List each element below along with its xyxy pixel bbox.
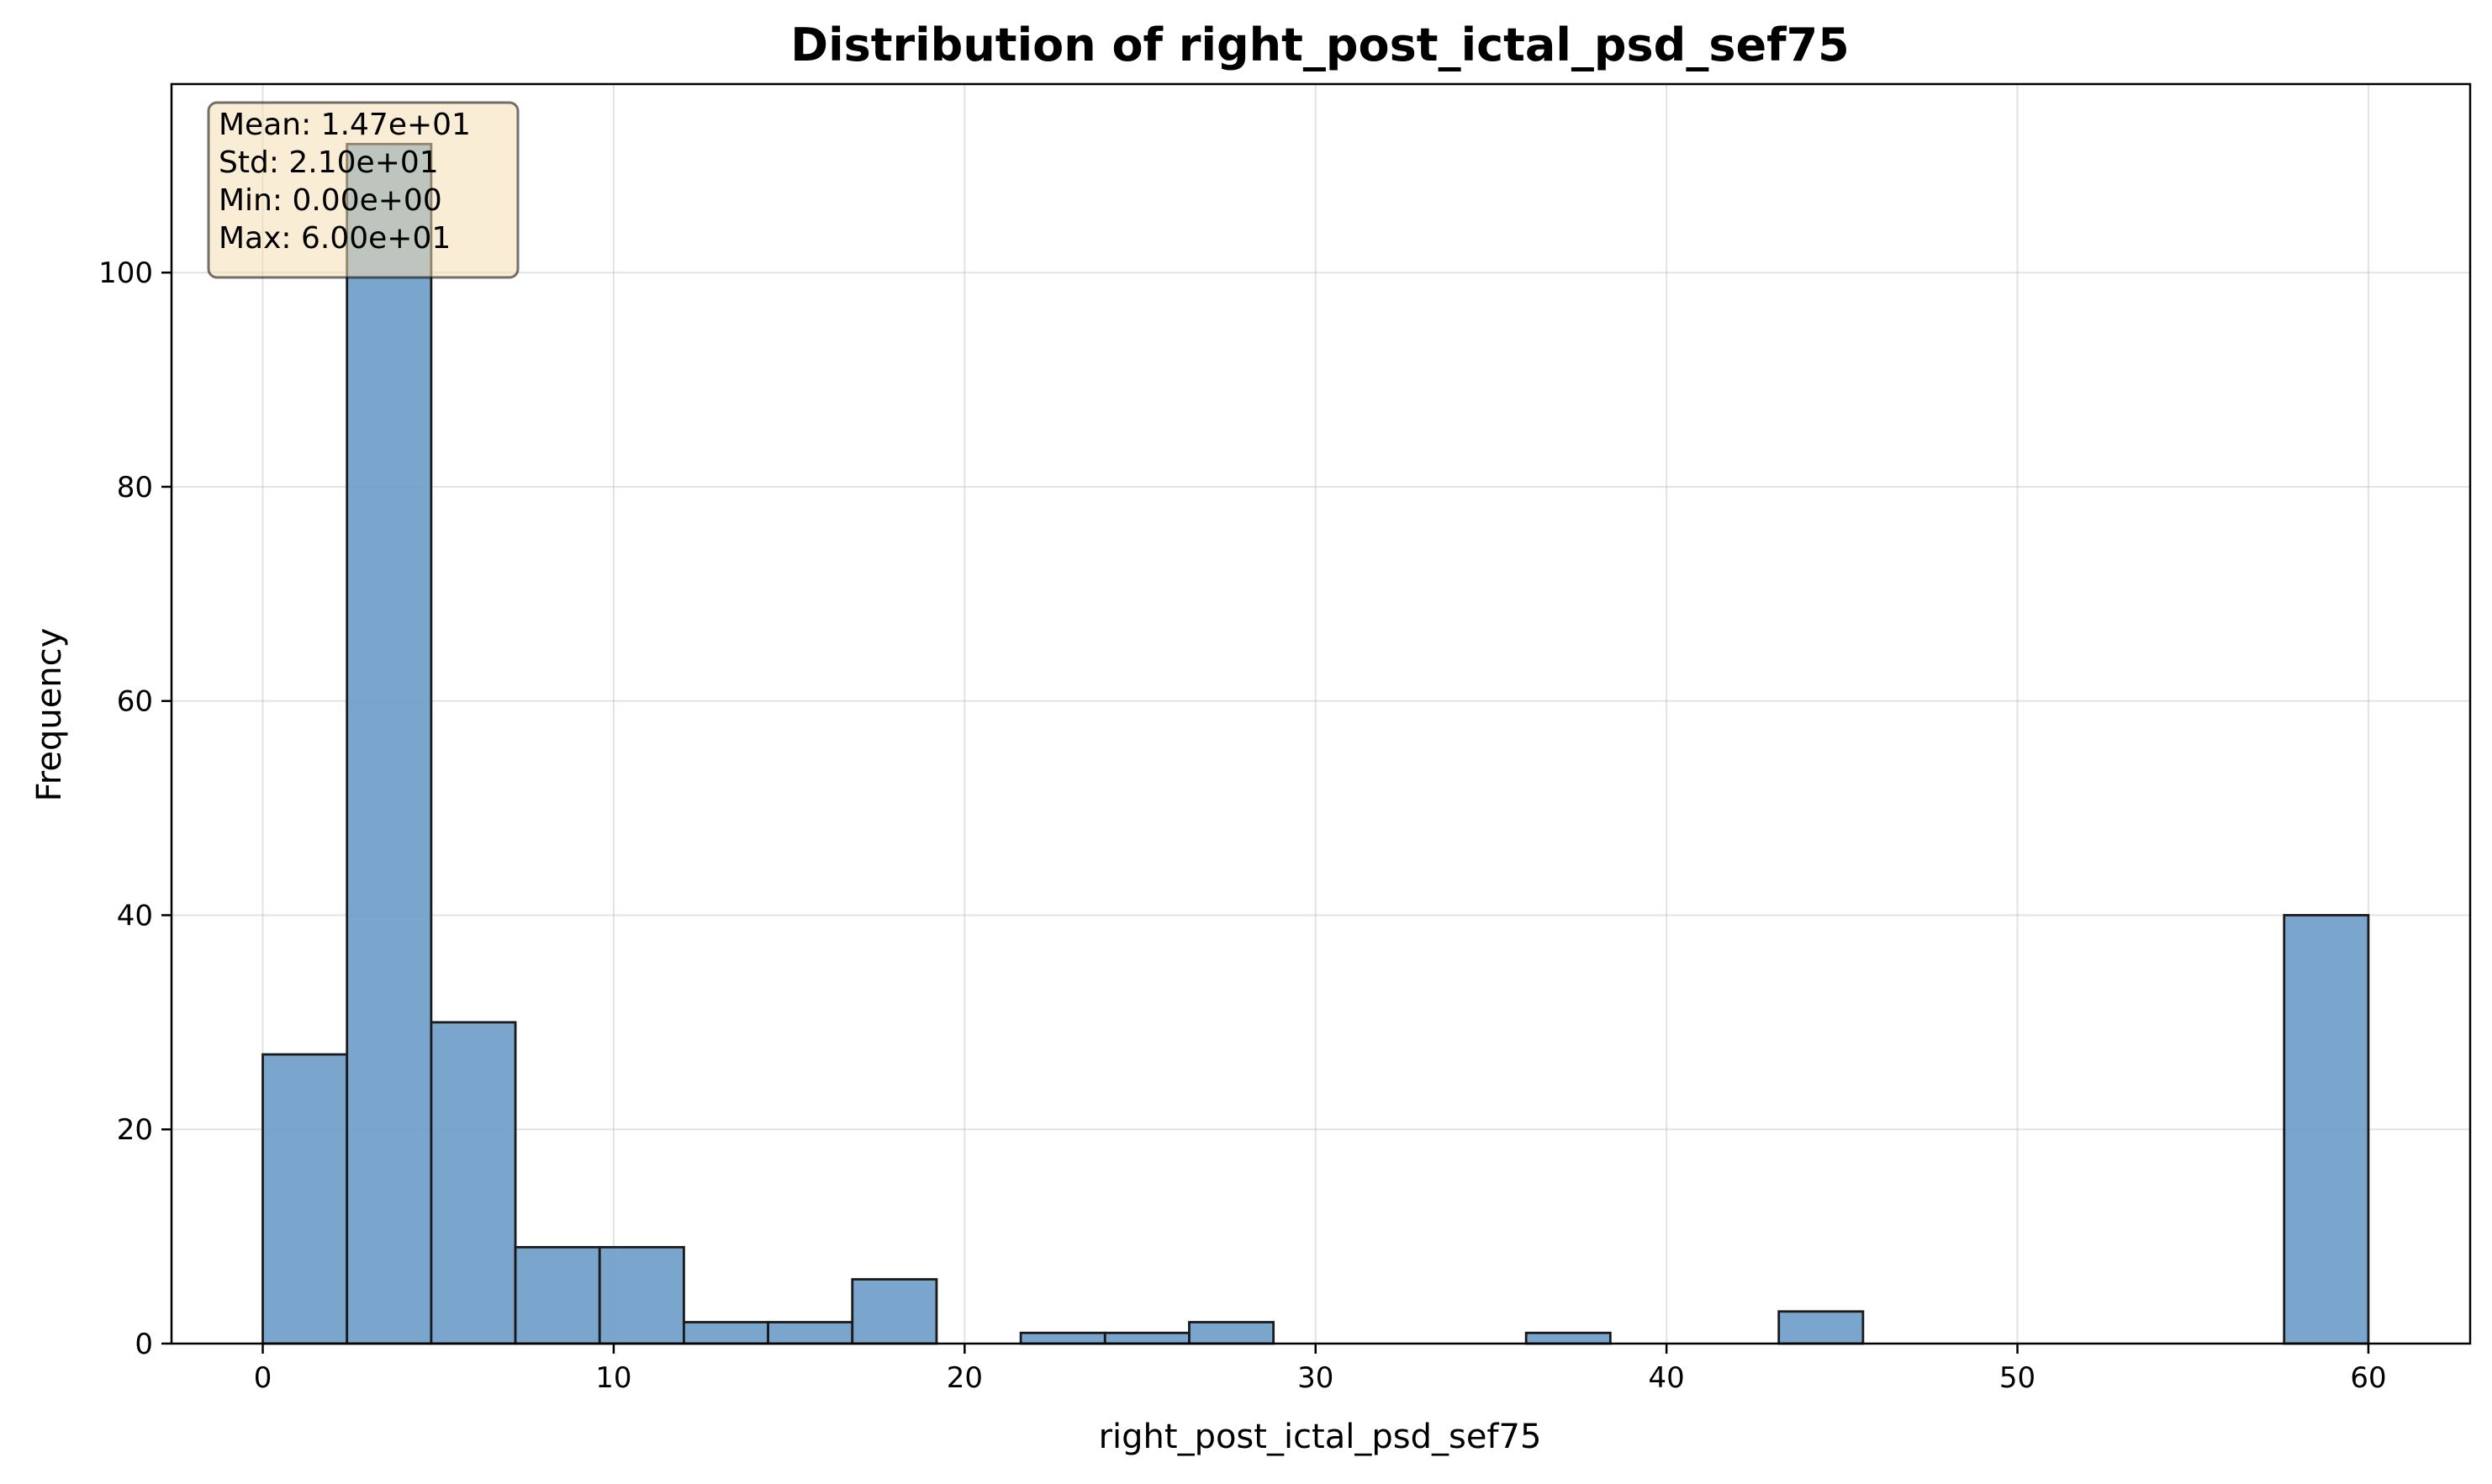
stats-min: Min: 0.00e+00 xyxy=(219,183,442,218)
histogram-bar xyxy=(598,1245,685,1345)
y-axis-label: Frequency xyxy=(30,628,69,802)
stats-max: Max: 6.00e+01 xyxy=(219,221,451,256)
histogram-bar xyxy=(514,1245,601,1345)
y-tick-label: 40 xyxy=(117,899,153,932)
x-axis-ticks: 0 10 20 30 40 50 60 xyxy=(254,1344,2387,1395)
histogram-bar xyxy=(430,1021,517,1345)
histogram-bar xyxy=(346,142,433,1345)
y-tick-label: 0 xyxy=(135,1328,153,1361)
histogram-bar xyxy=(261,1053,349,1345)
x-tick-label: 10 xyxy=(595,1361,631,1395)
x-tick-label: 60 xyxy=(2350,1361,2386,1395)
stats-mean: Mean: 1.47e+01 xyxy=(219,108,471,142)
histogram-bar xyxy=(1103,1331,1191,1345)
stats-std: Std: 2.10e+01 xyxy=(219,145,439,180)
histogram-bar xyxy=(2283,914,2370,1345)
histogram-bar xyxy=(1524,1331,1612,1345)
chart-title: Distribution of right_post_ictal_psd_sef… xyxy=(790,18,1849,71)
histogram-bar xyxy=(767,1321,854,1345)
x-tick-label: 50 xyxy=(1999,1361,2035,1395)
histogram-bar xyxy=(1188,1321,1275,1345)
histogram-bar xyxy=(683,1321,769,1345)
y-tick-label: 20 xyxy=(117,1113,153,1147)
x-tick-label: 40 xyxy=(1649,1361,1685,1395)
x-axis-label: right_post_ictal_psd_sef75 xyxy=(1099,1418,1542,1456)
plot-frame xyxy=(170,82,2472,1345)
histogram-bar xyxy=(1019,1331,1106,1345)
y-tick-label: 60 xyxy=(117,685,153,719)
histogram-bar xyxy=(851,1278,938,1345)
stats-box-background xyxy=(207,101,520,279)
y-axis-ticks: 0 20 40 60 80 100 xyxy=(98,256,172,1361)
y-tick-label: 80 xyxy=(117,471,153,504)
x-tick-label: 20 xyxy=(947,1361,983,1395)
histogram-bar xyxy=(1777,1310,1865,1345)
grid xyxy=(172,84,2470,1344)
x-tick-label: 30 xyxy=(1297,1361,1333,1395)
histogram-bars xyxy=(261,142,2370,1345)
stats-box: Mean: 1.47e+01 Std: 2.10e+01 Min: 0.00e+… xyxy=(207,101,520,279)
x-tick-label: 0 xyxy=(254,1361,272,1395)
y-tick-label: 100 xyxy=(98,256,153,290)
